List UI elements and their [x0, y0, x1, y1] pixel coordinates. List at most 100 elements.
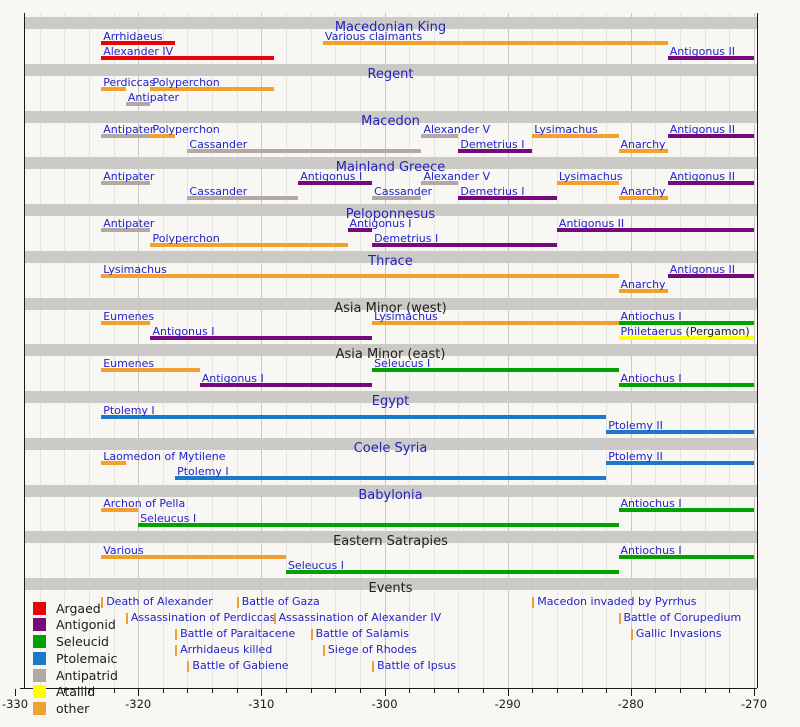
event-label: Battle of Paraitacene — [180, 627, 296, 640]
bar-label: Lysimachus — [103, 263, 167, 277]
timeline-bar — [618, 289, 668, 294]
event-marker — [101, 597, 104, 608]
bar-label: Antigonus I — [300, 169, 363, 183]
section-title: Macedon — [361, 113, 420, 129]
timeline-bar — [618, 554, 754, 559]
legend-swatch-antigonid — [33, 618, 46, 632]
axis-major-tick — [754, 689, 755, 696]
bar-label: Seleucus I — [374, 356, 431, 370]
timeline-bar-item: Antigonus II — [667, 264, 754, 279]
section-header: Babylonia — [24, 484, 757, 502]
bar-label: Antigonus I — [152, 325, 215, 338]
event-label: Assassination of Alexander IV — [278, 611, 442, 624]
timeline-bar-item: Antiochus I — [618, 371, 754, 388]
axis-tick-label: -300 — [371, 697, 398, 711]
timeline-bar — [372, 195, 422, 200]
timeline-bar-item: Antigonus I — [347, 218, 412, 233]
event-label: Battle of Corupedium — [623, 611, 742, 624]
timeline-bar-item: Demetrius I — [372, 233, 557, 248]
section-title: Egypt — [371, 394, 410, 409]
bar-label: Antiochus I — [620, 371, 682, 385]
bar-label: Demetrius I — [374, 231, 439, 245]
timeline-bar — [101, 414, 607, 419]
section-header: Peloponnesus — [24, 204, 757, 221]
timeline-bar-item: Anarchy — [618, 138, 668, 154]
timeline-bar-item: Various claimants — [322, 31, 668, 46]
timeline-bar — [667, 55, 754, 60]
plot-left-border — [24, 13, 25, 688]
bar-label: Polyperchon — [152, 231, 220, 245]
bar-label: Antigonus I — [201, 371, 264, 385]
section-header: Thrace — [24, 250, 757, 268]
bar-label: Archon of Pella — [103, 497, 186, 510]
section-header: Asia Minor (west) — [24, 297, 757, 315]
timeline-bar — [372, 242, 557, 247]
bar-label: Antigonus II — [558, 216, 625, 230]
bar-label: Antigonus II — [669, 44, 736, 58]
timeline-bar — [150, 336, 373, 340]
bar-label: Antigonus II — [669, 123, 736, 136]
bar-label: Polyperchon — [152, 123, 220, 136]
legend-swatch-other — [33, 702, 46, 715]
event-label: Gallic Invasions — [635, 627, 722, 640]
timeline-bar — [458, 195, 557, 200]
plot-right-border — [757, 13, 758, 688]
bar-label: Antiochus I — [620, 497, 682, 510]
bar-label: Anarchy — [620, 138, 666, 151]
section-title: Macedonian King — [334, 20, 447, 35]
bar-label: Antipater — [103, 216, 155, 230]
bar-label: Antipater — [103, 169, 155, 183]
timeline-bar-item: Polyperchon — [150, 124, 220, 139]
section-title: Thrace — [368, 253, 413, 269]
event-marker — [175, 645, 178, 656]
bar-label: Demetrius I — [460, 138, 525, 151]
timeline-bar-item: Seleucus I — [138, 513, 619, 528]
timeline-bar-item: Seleucus I — [285, 558, 619, 575]
timeline-bar-item: Antipater — [101, 124, 154, 139]
axis-minor-tick — [64, 689, 66, 693]
timeline-bar — [372, 321, 619, 325]
section-title: Asia Minor (east) — [335, 347, 446, 363]
bar-label: Antipater — [127, 91, 180, 105]
timeline-bar-item: Eumenes — [101, 311, 154, 326]
bar-label: Lysimachus — [558, 169, 623, 183]
section-header: Coele Syria — [24, 437, 757, 455]
legend-swatch-atallid — [33, 685, 46, 699]
axis-minor-tick — [458, 689, 460, 693]
timeline-bar-item: Antigonus II — [667, 171, 754, 186]
event-label: Battle of Gabiene — [192, 659, 289, 672]
bar-label: Antiochus I — [620, 543, 682, 557]
timeline-bar-item: Anarchy — [618, 279, 668, 294]
axis-tick-label: -280 — [617, 697, 644, 711]
section-title: Mainland Greece — [335, 160, 446, 176]
timeline-bar-item: Alexander IV — [101, 46, 274, 61]
axis-minor-tick — [285, 689, 287, 693]
timeline-bar — [421, 134, 459, 138]
axis-major-tick — [507, 689, 509, 696]
bar-label: Ptolemy I — [103, 403, 155, 417]
axis-minor-tick — [113, 689, 115, 693]
bar-label: Perdiccas — [103, 76, 156, 90]
axis-minor-tick — [483, 689, 485, 693]
bar-label: Lysimachus — [534, 123, 598, 136]
timeline-bar-item: Alexander V — [421, 171, 490, 186]
bar-label: Alexander V — [423, 123, 491, 136]
legend-swatch-seleucid — [33, 635, 46, 648]
axis-minor-tick — [606, 689, 608, 693]
legend-label: Antigonid — [56, 617, 116, 633]
timeline-bar — [150, 134, 176, 138]
timeline-bar-item: Philetaerus (Pergamon) — [618, 326, 754, 341]
bar-label: Ptolemy I — [177, 465, 229, 479]
timeline-bar-item: Ptolemy II — [606, 420, 754, 435]
axis-minor-tick — [162, 689, 164, 693]
timeline-bar — [125, 102, 151, 107]
event-label: Assassination of Perdiccas — [130, 611, 276, 624]
axis-tick-label: -320 — [125, 697, 152, 711]
timeline-bar — [101, 134, 151, 138]
event-label: Macedon invaded by Pyrrhus — [537, 595, 697, 608]
event-marker — [273, 613, 276, 624]
timeline-bar — [618, 321, 754, 325]
event-label: Battle of Gaza — [241, 595, 320, 608]
bar-label: Seleucus I — [287, 558, 344, 572]
